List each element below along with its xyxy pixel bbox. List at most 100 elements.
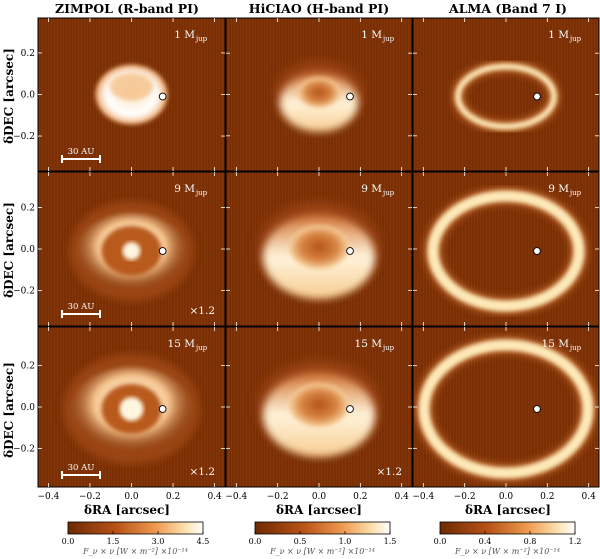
central-source	[119, 397, 144, 421]
ytick-label: 0.2	[21, 49, 35, 59]
dust-ring	[418, 339, 594, 479]
colorbar-3: 0.0 0.4 0.8 1.2 F_ν × ν [W × m⁻²] ×10⁻¹⁴	[434, 521, 582, 556]
colorbar-tick: 0.0	[249, 537, 262, 546]
ytick-label: 0.0	[21, 245, 36, 255]
xtick-label: −0.2	[454, 492, 476, 502]
xtick-label: 0.4	[207, 492, 222, 502]
colorbar-tick: 1.5	[384, 537, 397, 546]
colorbar-tick: 0.8	[524, 537, 537, 546]
planet-marker	[346, 247, 354, 255]
mass-label-subscript: jup	[569, 35, 582, 43]
mass-label-subscript: jup	[195, 35, 208, 43]
xtick-label: −0.4	[37, 492, 59, 502]
dust-ring	[455, 63, 557, 130]
mass-label-subscript: jup	[382, 344, 395, 352]
planet-marker	[346, 405, 354, 413]
column-title-zimpol: ZIMPOL (R-band PI)	[55, 1, 199, 16]
scalebar-label: 30 AU	[68, 147, 95, 157]
disk-cavity	[289, 383, 349, 427]
scalebar-label: 30 AU	[68, 302, 95, 312]
planet-marker	[533, 247, 541, 255]
column-title-alma: ALMA (Band 7 I)	[448, 1, 567, 16]
scale-factor-label: ×1.2	[190, 305, 216, 317]
colorbar-tick: 0.0	[62, 537, 75, 546]
disk-cavity	[298, 77, 340, 108]
xtick-label: 0.2	[540, 492, 554, 502]
xtick-label: 0.0	[499, 492, 514, 502]
planet-marker	[533, 92, 541, 101]
colorbar-gradient	[254, 521, 391, 535]
xtick-label: 0.4	[395, 492, 410, 502]
colorbar-tick: 0.0	[434, 537, 447, 546]
planet-marker	[158, 405, 167, 413]
xtick-label: 0.2	[166, 492, 180, 502]
ytick-label: −0.2	[13, 445, 35, 455]
colorbar-label: F_ν × ν [W × m⁻²] ×10⁻¹⁴	[454, 547, 560, 556]
xtick-label: −0.2	[79, 492, 101, 502]
mass-label: 1 M	[548, 29, 569, 41]
column-title-hiciao: HiCIAO (H-band PI)	[249, 1, 389, 16]
xlabel-col-3: δRA [arcsec]	[465, 503, 551, 517]
planet-marker	[346, 92, 354, 101]
xlabel-col-2: δRA [arcsec]	[276, 503, 362, 517]
ytick-label: 0.0	[21, 403, 36, 413]
planet-marker	[158, 92, 167, 101]
colorbar-label: F_ν × ν [W × m⁻²] ×10⁻¹⁴	[82, 547, 188, 556]
colorbar-1: 0.0 1.5 3.0 4.5 F_ν × ν [W × m⁻²] ×10⁻¹⁴	[62, 521, 209, 556]
colorbar-gradient	[67, 521, 204, 535]
mass-label-subscript: jup	[382, 189, 395, 197]
ytick-label: 0.2	[21, 203, 35, 213]
xtick-label: 0.0	[312, 492, 327, 502]
xlabel-col-1: δRA [arcsec]	[84, 503, 170, 517]
colorbar-tick: 1.2	[569, 537, 582, 546]
dust-ring	[427, 190, 585, 312]
scale-factor-label: ×1.2	[377, 466, 403, 478]
scalebar: 30 AU	[61, 463, 101, 479]
colorbar-tick: 1.0	[339, 537, 352, 546]
ylabel-row-3: δDEC [arcsec]	[2, 362, 16, 458]
disk-cavity	[289, 225, 349, 269]
planet-marker	[533, 405, 541, 413]
mass-label-subscript: jup	[195, 344, 208, 352]
xtick-label: −0.2	[267, 492, 289, 502]
scalebar: 30 AU	[61, 302, 101, 318]
ytick-label: −0.2	[13, 132, 35, 142]
xtick-label: 0.2	[353, 492, 367, 502]
xtick-label: −0.4	[412, 492, 434, 502]
colorbar-tick: 0.5	[294, 537, 307, 546]
planet-marker	[158, 247, 167, 255]
ytick-label: −0.2	[13, 287, 35, 297]
ylabel-row-1: δDEC [arcsec]	[2, 48, 16, 144]
colorbars: 0.0 1.5 3.0 4.5F_ν × ν [W × m⁻²] ×10⁻¹⁴0.0 0…	[62, 521, 582, 556]
colorbar-2: 0.0 0.5 1.0 1.5 F_ν × ν [W × m⁻²] ×10⁻¹⁴	[249, 521, 397, 556]
ytick-label: 0.2	[21, 361, 35, 371]
mass-label: 1 M	[361, 29, 382, 41]
mass-label: 15 M	[168, 338, 196, 350]
colorbar-tick: 1.5	[107, 537, 120, 546]
mass-label-subscript: jup	[569, 344, 582, 352]
mass-label-subscript: jup	[195, 189, 208, 197]
mass-label: 15 M	[542, 338, 570, 350]
colorbar-gradient	[439, 521, 576, 535]
colorbar-tick: 0.4	[479, 537, 492, 546]
colorbar-tick: 3.0	[152, 537, 165, 546]
mass-label: 9 M	[174, 183, 195, 195]
panel-background	[413, 18, 599, 171]
xtick-label: −0.4	[225, 492, 247, 502]
colorbar-label: F_ν × ν [W × m⁻²] ×10⁻¹⁴	[269, 547, 375, 556]
scalebar-label: 30 AU	[68, 463, 95, 473]
mass-label: 1 M	[174, 29, 195, 41]
mass-label: 9 M	[361, 183, 382, 195]
mass-label: 15 M	[355, 338, 383, 350]
mass-label-subscript: jup	[382, 35, 395, 43]
xtick-label: 0.0	[124, 492, 139, 502]
